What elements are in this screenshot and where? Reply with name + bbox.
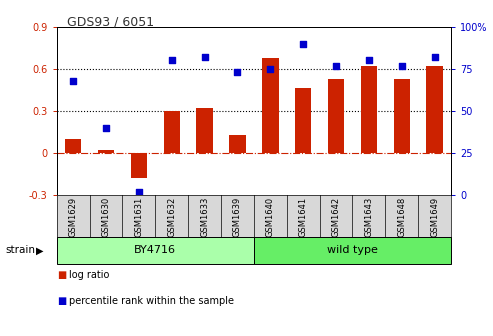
Text: log ratio: log ratio (69, 270, 109, 281)
Text: GSM1631: GSM1631 (135, 197, 143, 237)
Bar (65, 139, 81, 153)
Text: wild type: wild type (327, 245, 378, 255)
Bar (262, 58, 279, 153)
Point (135, 189, 143, 194)
Text: GSM1630: GSM1630 (102, 197, 110, 237)
Text: GSM1648: GSM1648 (397, 197, 406, 237)
Bar (98, 150, 114, 153)
Text: GSM1649: GSM1649 (430, 197, 439, 237)
Bar (196, 108, 213, 153)
Point (299, 41, 307, 46)
Text: ■: ■ (57, 296, 66, 306)
Point (102, 125, 110, 130)
Bar (295, 88, 312, 153)
Text: GSM1639: GSM1639 (233, 197, 242, 237)
Point (168, 58, 176, 63)
Text: GSM1629: GSM1629 (69, 197, 77, 237)
Point (398, 63, 406, 68)
Text: GSM1640: GSM1640 (266, 197, 275, 237)
Text: ■: ■ (57, 270, 66, 281)
Bar (229, 135, 246, 153)
Bar (361, 66, 377, 153)
Point (332, 63, 340, 68)
FancyBboxPatch shape (57, 237, 254, 264)
Bar (328, 79, 344, 153)
FancyBboxPatch shape (254, 237, 451, 264)
Text: BY4716: BY4716 (134, 245, 176, 255)
Bar (393, 79, 410, 153)
Text: ▶: ▶ (35, 245, 43, 255)
Bar (164, 111, 180, 153)
Point (431, 54, 439, 60)
Bar (131, 153, 147, 178)
Text: GSM1632: GSM1632 (167, 197, 176, 237)
Point (201, 54, 209, 60)
Text: GSM1633: GSM1633 (200, 197, 209, 237)
Text: GSM1642: GSM1642 (332, 197, 341, 237)
Point (365, 58, 373, 63)
Text: GSM1641: GSM1641 (299, 197, 308, 237)
Text: GDS93 / 6051: GDS93 / 6051 (67, 15, 154, 28)
Point (69, 78, 77, 83)
Point (266, 66, 274, 72)
Point (234, 70, 242, 75)
Text: GSM1643: GSM1643 (364, 197, 373, 237)
Text: percentile rank within the sample: percentile rank within the sample (69, 296, 234, 306)
Text: strain: strain (5, 245, 35, 255)
Bar (426, 66, 443, 153)
